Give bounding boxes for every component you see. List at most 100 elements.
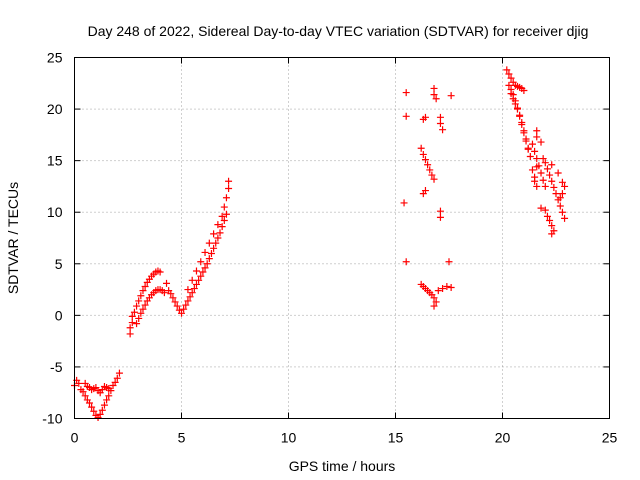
data-point (419, 190, 427, 198)
data-point (135, 314, 143, 322)
data-point (533, 155, 541, 163)
data-point (400, 199, 408, 207)
data-point (507, 85, 515, 93)
data-point (135, 297, 143, 305)
data-point (503, 66, 511, 74)
data-point (522, 137, 530, 145)
data-point (548, 230, 556, 238)
grid (74, 57, 610, 419)
data-point (130, 308, 138, 316)
data-point (210, 230, 218, 238)
data-point (430, 302, 438, 310)
x-tick-labels: 0 5 10 15 20 25 (71, 430, 618, 446)
data-point (430, 84, 438, 92)
data-point (528, 166, 536, 174)
data-point (561, 214, 569, 222)
data-point (133, 320, 141, 328)
y-tick-label: 15 (47, 153, 63, 169)
data-point (558, 190, 566, 198)
data-point (85, 399, 93, 407)
data-point (520, 129, 528, 137)
data-point (436, 113, 444, 121)
data-point (115, 369, 123, 377)
data-point (173, 302, 181, 310)
data-point (402, 112, 410, 120)
data-point (128, 319, 136, 327)
data-point (520, 87, 528, 95)
data-point (184, 286, 192, 294)
data-point (75, 379, 83, 387)
y-axis-label: SDTVAR / TECUs (5, 182, 21, 294)
data-point (552, 190, 560, 198)
chart-title: Day 248 of 2022, Sidereal Day-to-day VTE… (88, 23, 589, 39)
data-point (561, 182, 569, 190)
data-point (100, 401, 108, 409)
data-point (533, 163, 541, 171)
y-tick-label: -10 (42, 411, 62, 427)
data-point (220, 216, 228, 224)
data-point (505, 70, 513, 78)
data-point (533, 127, 541, 135)
data-point (531, 147, 539, 155)
data-point (445, 258, 453, 266)
data-point (537, 169, 545, 177)
data-point (550, 183, 558, 191)
data-point (447, 92, 455, 100)
data-point (160, 289, 168, 297)
data-point (111, 378, 119, 386)
data-point (430, 294, 438, 302)
data-point (188, 276, 196, 284)
data-point (201, 264, 209, 272)
data-point (203, 260, 211, 268)
data-point (139, 287, 147, 295)
data-point (548, 161, 556, 169)
data-point (558, 208, 566, 216)
x-tick-label: 20 (495, 430, 511, 446)
data-point (214, 234, 222, 242)
data-point (554, 169, 562, 177)
data-point (163, 279, 171, 287)
data-point (103, 396, 111, 404)
data-point (184, 297, 192, 305)
data-point (197, 258, 205, 266)
data-point (201, 248, 209, 256)
data-point (222, 194, 230, 202)
x-axis-label: GPS time / hours (289, 458, 396, 474)
data-point (541, 182, 549, 190)
data-point (443, 282, 451, 290)
data-point (225, 184, 233, 192)
data-point (222, 210, 230, 218)
data-point (197, 272, 205, 280)
data-point (207, 249, 215, 257)
data-point (205, 255, 213, 263)
data-point (190, 285, 198, 293)
data-point (137, 309, 145, 317)
data-point (188, 289, 196, 297)
data-point (218, 212, 226, 220)
data-point (195, 276, 203, 284)
data-point (539, 155, 547, 163)
data-point (543, 165, 551, 173)
data-point (402, 89, 410, 97)
data-point (524, 145, 532, 153)
data-point (518, 121, 526, 129)
data-point (539, 176, 547, 184)
data-point (402, 258, 410, 266)
axis-ticks (74, 57, 610, 419)
data-point (128, 312, 136, 320)
data-point (556, 202, 564, 210)
data-point (447, 284, 455, 292)
data-point (511, 97, 519, 105)
data-point (126, 324, 134, 332)
data-point (139, 305, 147, 313)
data-point (126, 330, 134, 338)
data-point (513, 104, 521, 112)
data-point (186, 293, 194, 301)
data-point (205, 239, 213, 247)
data-point (167, 290, 175, 298)
data-point (421, 113, 429, 121)
data-point (436, 120, 444, 128)
data-point (81, 392, 89, 400)
y-tick-label: 5 (55, 256, 63, 272)
x-tick-label: 5 (178, 430, 186, 446)
